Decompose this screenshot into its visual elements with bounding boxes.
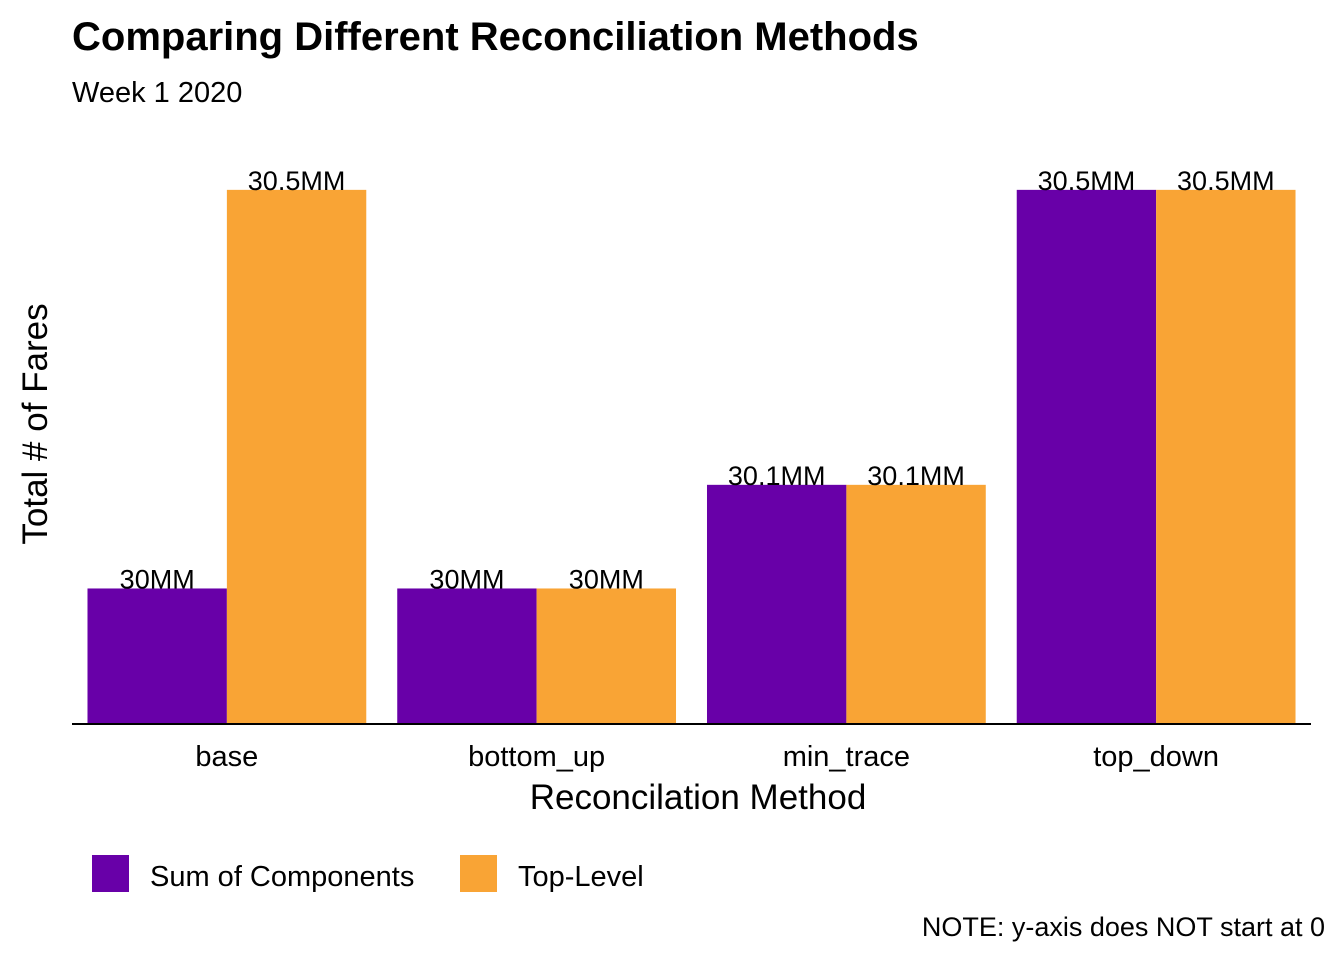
x-tick-label-bottom_up: bottom_up xyxy=(468,741,605,773)
legend-label-0: Sum of Components xyxy=(150,861,414,893)
data-label-bottom_up-1: 30MM xyxy=(569,564,644,594)
bar-top_down-0 xyxy=(1016,189,1157,725)
x-tick-label-top_down: top_down xyxy=(1093,741,1219,773)
data-label-base-0: 30MM xyxy=(120,564,195,594)
x-tick-label-base: base xyxy=(195,741,258,773)
chart-caption: NOTE: y-axis does NOT start at 0 xyxy=(922,912,1325,942)
legend-label-1: Top-Level xyxy=(518,861,644,893)
data-label-min_trace-0: 30.1MM xyxy=(728,461,826,491)
bar-min_trace-1 xyxy=(846,484,986,724)
bar-top_down-1 xyxy=(1156,189,1296,725)
x-tick-labels: base bottom_up min_trace top_down xyxy=(195,741,1219,773)
bar-base-0 xyxy=(87,588,227,724)
data-label-base-1: 30.5MM xyxy=(248,166,346,196)
legend-swatch-0 xyxy=(92,855,129,892)
chart-subtitle: Week 1 2020 xyxy=(72,77,242,109)
data-label-min_trace-1: 30.1MM xyxy=(867,461,965,491)
bar-bottom_up-0 xyxy=(397,588,537,724)
data-label-bottom_up-0: 30MM xyxy=(429,564,504,594)
bars-group xyxy=(87,189,1296,725)
data-labels-group: 30MM 30.5MM 30MM 30MM 30.1MM 30.1MM 30.5MM 30.5… xyxy=(120,166,1275,595)
legend: Sum of Components Top-Level xyxy=(92,855,644,893)
bar-base-1 xyxy=(226,189,367,725)
data-label-top_down-1: 30.5MM xyxy=(1177,166,1275,196)
x-axis-title: Reconcilation Method xyxy=(530,778,867,817)
bar-min_trace-0 xyxy=(706,484,847,724)
legend-swatch-1 xyxy=(460,855,497,892)
chart-title: Comparing Different Reconciliation Metho… xyxy=(72,15,919,59)
bar-bottom_up-1 xyxy=(536,588,677,724)
x-tick-label-min_trace: min_trace xyxy=(783,741,910,773)
data-label-top_down-0: 30.5MM xyxy=(1038,166,1136,196)
y-axis-title: Total # of Fares xyxy=(16,303,55,544)
